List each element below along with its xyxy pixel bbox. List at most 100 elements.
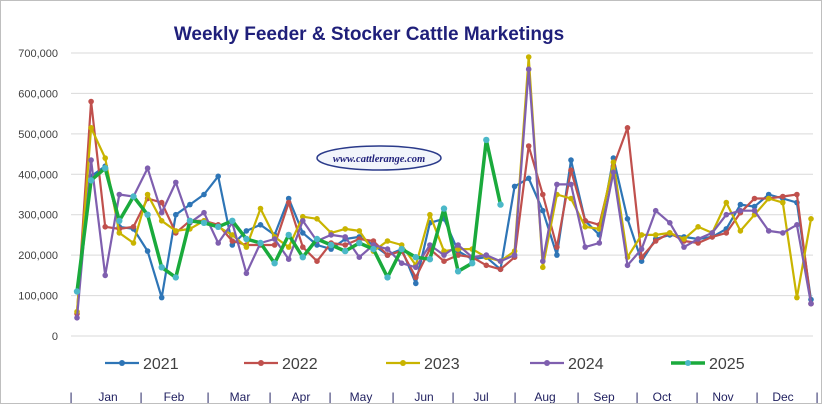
data-point <box>88 98 94 105</box>
data-point <box>695 240 701 246</box>
month-separator: | <box>69 390 72 403</box>
data-point <box>455 242 461 248</box>
legend-swatch-marker <box>685 360 691 366</box>
data-point <box>695 224 701 230</box>
legend-item-2022: 2022 <box>244 356 318 373</box>
data-point <box>709 234 715 240</box>
data-point <box>130 224 137 230</box>
data-point <box>667 230 673 236</box>
data-point <box>525 143 532 149</box>
legend-item-2023: 2023 <box>386 356 460 373</box>
y-tick-label: 0 <box>52 331 58 343</box>
data-point <box>794 191 800 198</box>
data-point <box>271 242 278 248</box>
data-point <box>554 252 560 258</box>
data-point <box>511 183 518 190</box>
data-point <box>427 242 433 248</box>
data-point <box>652 238 659 244</box>
y-axis-ticks: 0 100,000 200,000 300,000 400,000 500,000 600,… <box>18 48 58 343</box>
legend-swatch-marker <box>544 360 550 366</box>
data-point <box>243 244 250 250</box>
legend-label: 2021 <box>143 356 179 373</box>
month-separator: | <box>206 390 209 403</box>
data-point <box>413 264 419 271</box>
data-point <box>568 167 574 173</box>
data-point <box>695 236 701 242</box>
data-point <box>173 228 179 234</box>
legend-label: 2022 <box>282 356 318 373</box>
data-point <box>610 159 617 165</box>
data-point <box>808 300 814 307</box>
data-point <box>243 228 250 234</box>
data-point <box>116 217 123 224</box>
data-point <box>102 155 108 161</box>
data-point <box>596 226 603 232</box>
month-label: Apr <box>292 390 311 403</box>
y-tick-label: 300,000 <box>18 210 58 222</box>
data-point <box>200 219 208 226</box>
data-point <box>370 245 377 253</box>
data-point <box>497 201 504 208</box>
data-point <box>215 173 221 180</box>
data-point <box>455 246 461 252</box>
data-point <box>483 252 490 258</box>
data-point <box>441 258 447 265</box>
data-point <box>723 230 730 236</box>
month-separator: | <box>635 390 638 403</box>
data-point <box>525 175 532 182</box>
data-point <box>158 264 165 271</box>
data-point <box>540 258 546 265</box>
data-point <box>525 54 532 60</box>
month-separator: | <box>139 390 142 403</box>
month-label: Feb <box>164 390 185 403</box>
data-point <box>88 157 94 163</box>
month-separator: | <box>451 390 454 403</box>
data-point <box>540 264 546 271</box>
data-point <box>102 165 109 172</box>
grid-lines <box>71 52 813 337</box>
data-point <box>582 244 588 250</box>
y-tick-label: 100,000 <box>18 291 58 303</box>
data-point <box>243 270 250 277</box>
data-point <box>652 232 659 238</box>
data-point <box>313 235 321 243</box>
data-point <box>314 258 320 265</box>
data-point <box>229 232 236 238</box>
series-2024 <box>74 66 814 321</box>
data-point <box>751 203 758 210</box>
legend-swatch-marker <box>119 360 125 366</box>
data-point <box>582 224 588 230</box>
data-point <box>723 199 730 206</box>
data-point <box>794 222 800 228</box>
data-point <box>497 266 504 273</box>
legend-swatch-marker <box>400 360 406 366</box>
data-point <box>285 195 292 202</box>
data-point <box>102 224 108 230</box>
series-line <box>75 55 813 312</box>
watermark-text: www.cattlerange.com <box>333 154 425 165</box>
data-point <box>158 209 165 216</box>
data-point <box>285 199 292 206</box>
watermark-ellipse <box>316 145 442 171</box>
data-point <box>285 244 292 250</box>
data-point <box>271 236 278 242</box>
data-point <box>469 260 476 267</box>
data-point <box>765 228 772 234</box>
data-point <box>483 262 490 269</box>
data-point <box>737 201 744 208</box>
data-point <box>116 191 123 198</box>
month-separator: | <box>755 390 758 403</box>
series-layer <box>73 54 814 321</box>
data-point <box>455 252 461 258</box>
data-point <box>173 211 179 218</box>
data-point <box>158 218 165 224</box>
data-point <box>737 207 744 214</box>
month-separator: | <box>513 390 516 403</box>
month-separator: | <box>815 390 818 403</box>
data-point <box>229 242 236 248</box>
data-point <box>144 248 151 254</box>
y-tick-label: 200,000 <box>18 250 58 262</box>
month-label: Jul <box>473 390 488 403</box>
data-point <box>540 207 546 214</box>
